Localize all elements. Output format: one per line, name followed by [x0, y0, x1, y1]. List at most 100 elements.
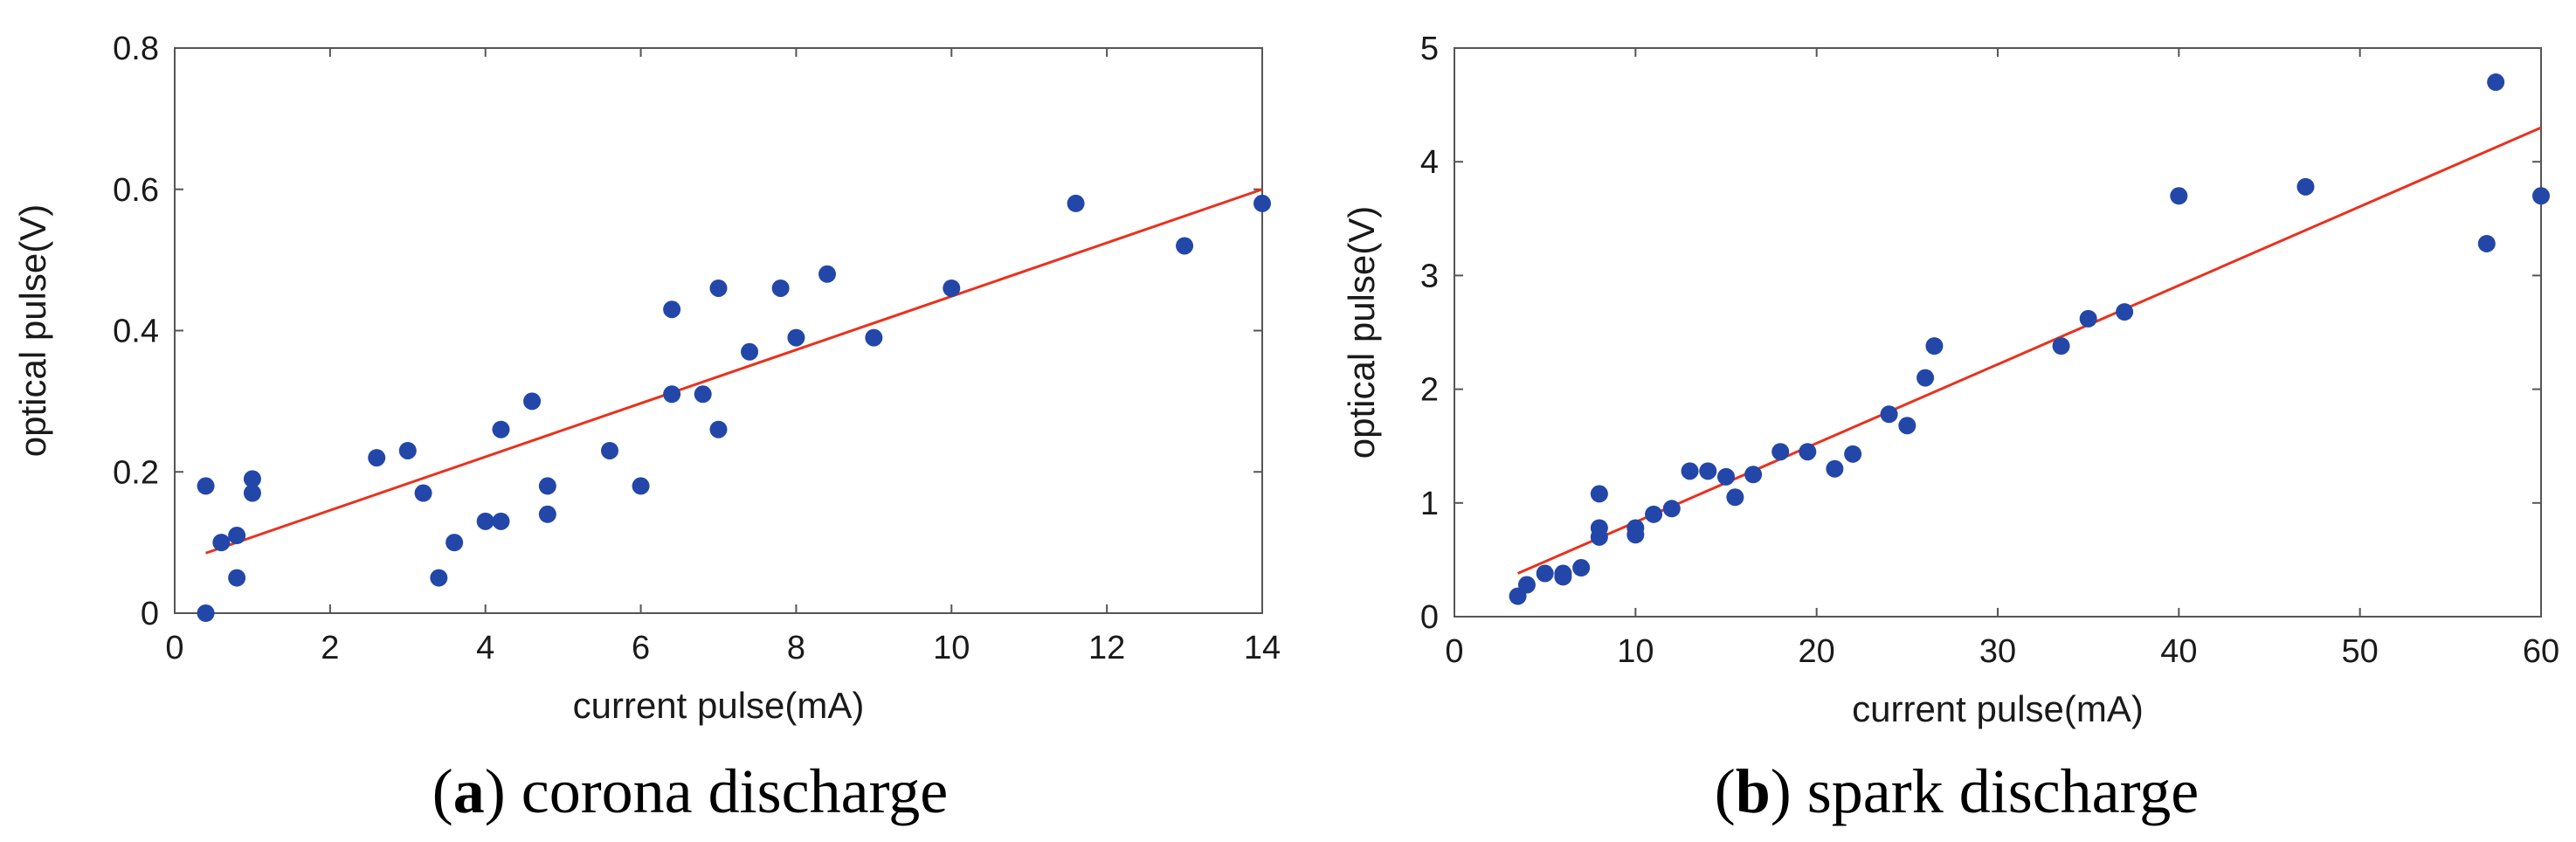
- panel-a-xtick-label: 6: [632, 630, 650, 666]
- caption-a: (a) corona discharge: [432, 756, 948, 826]
- panel-b-data-point: [2487, 73, 2505, 92]
- panel-a-xlabel: current pulse(mA): [573, 685, 865, 726]
- panel-a-data-point: [818, 265, 836, 283]
- panel-b-xtick-label: 10: [1617, 633, 1654, 670]
- panel-b-data-point: [1662, 500, 1681, 518]
- panel-a-data-point: [243, 470, 261, 488]
- panel-b-xtick-label: 50: [2342, 633, 2379, 670]
- panel-b-data-point: [1681, 462, 1699, 480]
- panel-b-xlabel: current pulse(mA): [1852, 688, 2144, 729]
- panel-b-data-point: [1771, 443, 1790, 461]
- panel-b-data-point: [2170, 187, 2188, 205]
- caption-b-text: spark discharge: [1807, 756, 2200, 826]
- panel-a-data-point: [197, 604, 215, 622]
- panel-b-ylabel: optical pulse(V): [1341, 206, 1382, 459]
- panel-a-data-point: [243, 484, 261, 502]
- panel-a-xtick-label: 12: [1088, 630, 1125, 666]
- panel-b-data-point: [1726, 488, 1744, 507]
- panel-b-data-point: [1880, 405, 1898, 424]
- panel-a-xtick-label: 2: [321, 630, 339, 666]
- panel-b-ytick-label: 5: [1420, 31, 1439, 67]
- panel-a-data-point: [1253, 194, 1271, 212]
- panel-a-fit-line: [205, 188, 1263, 555]
- caption-b: (b) spark discharge: [1715, 756, 2200, 826]
- panel-b-data-point: [2052, 337, 2070, 355]
- panel-b-data-point: [1826, 459, 1844, 478]
- panel-a-data-point: [787, 328, 805, 347]
- panel-b-xtick-label: 40: [2160, 633, 2197, 670]
- panel-a-data-point: [1067, 194, 1085, 212]
- panel-a-data-point: [943, 279, 961, 297]
- panel-a-data-point: [741, 342, 759, 361]
- panel-a-data-point: [538, 477, 556, 495]
- panel-b-xtick-label: 30: [1979, 633, 2016, 670]
- panel-a-data-point: [694, 385, 712, 404]
- panel-a-data-point: [476, 512, 494, 530]
- panel-b-data-point: [1799, 443, 1817, 461]
- panel-b-data-point: [2477, 234, 2496, 252]
- panel-b-spark-discharge: 0 10 20 30 40 50 60 0 1 2 3 4 5 current pulse(mA) opti…: [1341, 31, 2559, 729]
- panel-b-data-point: [1744, 466, 1763, 484]
- panel-a-data-point: [228, 527, 246, 545]
- panel-a-data-point: [601, 441, 618, 459]
- panel-a-ytick-label: 0.4: [113, 314, 159, 350]
- panel-b-data-point: [2532, 187, 2550, 205]
- panel-a-ytick-label: 0.2: [113, 454, 159, 491]
- panel-a-xtick-label: 14: [1244, 630, 1281, 666]
- panel-a-ytick-label: 0: [141, 596, 159, 632]
- panel-a-data-point: [663, 300, 681, 319]
- panel-b-data-point: [1572, 559, 1591, 577]
- panel-b-ytick-label: 4: [1420, 144, 1439, 181]
- panel-a-data-point: [368, 449, 386, 467]
- panel-a-plot-frame: [174, 47, 1263, 614]
- panel-a-data-point: [228, 569, 246, 587]
- panel-b-xtick-label: 60: [2523, 633, 2559, 670]
- panel-a-data-point: [632, 477, 650, 495]
- panel-b-data-point: [1898, 417, 1916, 435]
- panel-a-ylabel: optical pulse(V): [12, 204, 53, 457]
- panel-a-data-point: [865, 328, 883, 347]
- panel-b-data-point: [1645, 505, 1663, 523]
- panel-a-xtick-label: 10: [933, 630, 970, 666]
- panel-a-data-point: [492, 512, 510, 530]
- panel-a-corona-discharge: 0 2 4 6 8 10 12 14 0 0.2 0.4 0.6 0.8 current pulse(mA…: [12, 31, 1281, 726]
- panel-a-xtick-label: 0: [165, 630, 183, 666]
- panel-b-ytick-label: 3: [1420, 258, 1439, 294]
- panel-b-data-point: [1517, 576, 1536, 594]
- caption-a-label: a: [453, 756, 485, 826]
- panel-b-data-point: [1590, 485, 1608, 503]
- panel-a-data-point: [709, 279, 728, 297]
- panel-b-data-point: [1590, 519, 1608, 537]
- panel-a-xtick-label: 4: [476, 630, 494, 666]
- panel-b-data-point: [2116, 303, 2134, 321]
- panel-a-data-point: [771, 279, 790, 297]
- panel-a-data-point: [523, 392, 542, 411]
- panel-b-data-point: [1536, 564, 1554, 583]
- caption-a-text: corona discharge: [521, 756, 948, 826]
- panel-a-ytick-label: 0.8: [113, 31, 159, 67]
- panel-b-ytick-label: 2: [1420, 372, 1439, 409]
- panel-b-data-point: [2296, 177, 2315, 196]
- panel-a-data-point: [212, 534, 231, 552]
- panel-a-data-point: [492, 420, 510, 438]
- panel-a-data-point: [414, 484, 432, 502]
- panel-a-data-point: [663, 385, 681, 404]
- caption-b-label: b: [1736, 756, 1771, 826]
- panel-b-fit-line: [1516, 126, 2542, 575]
- panel-b-xtick-label: 20: [1799, 633, 1835, 670]
- panel-a-data-point: [445, 534, 464, 552]
- panel-a-data-point: [709, 420, 728, 438]
- panel-a-data-point: [197, 477, 215, 495]
- panel-b-data-point: [1554, 564, 1572, 583]
- panel-a-data-point: [538, 505, 556, 523]
- panel-b-data-point: [2079, 309, 2097, 328]
- panel-a-data-point: [1176, 237, 1194, 255]
- panel-b-data-point: [1844, 445, 1862, 463]
- panel-a-data-point: [430, 569, 448, 587]
- panel-b-xtick-label: 0: [1445, 633, 1463, 670]
- panel-b-ytick-label: 0: [1420, 599, 1439, 636]
- panel-b-data-point: [1916, 369, 1935, 387]
- panel-b-ytick-label: 1: [1420, 486, 1439, 522]
- panel-b-data-point: [1699, 462, 1717, 480]
